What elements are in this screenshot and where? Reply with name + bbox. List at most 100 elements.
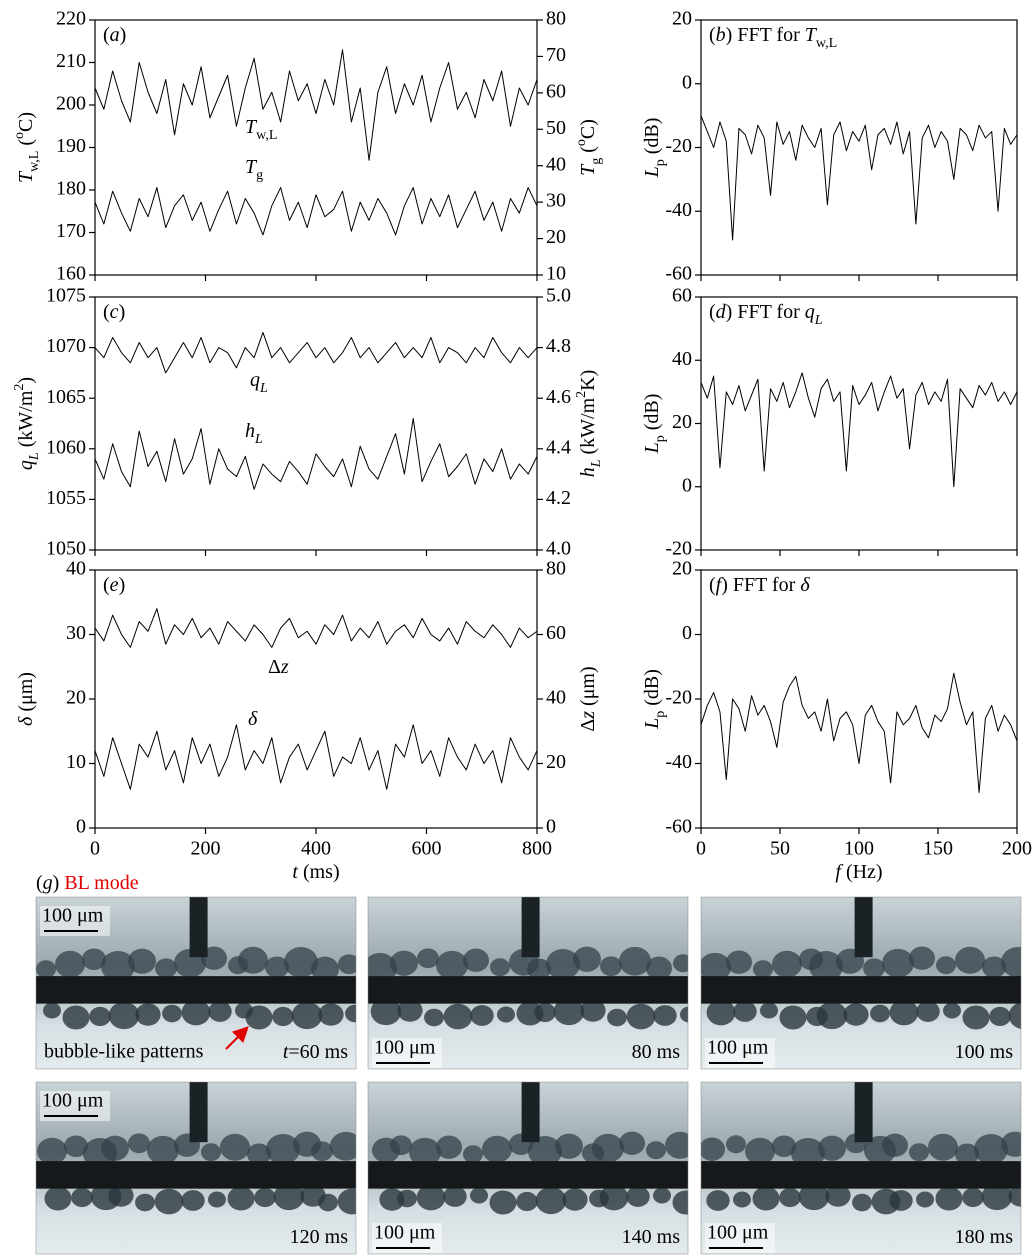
vapor-blob xyxy=(962,1005,990,1030)
y-axis-label: Tw,L (oC) xyxy=(12,112,42,183)
y2-tick-label: 80 xyxy=(546,8,566,30)
vapor-blob xyxy=(852,1193,872,1212)
x-tick-label: 50 xyxy=(770,838,790,860)
vapor-blob xyxy=(882,1133,908,1157)
vapor-blob xyxy=(726,950,752,974)
text-part: ) xyxy=(53,872,65,894)
text-part: ( xyxy=(103,24,110,46)
text-part: h xyxy=(245,420,255,442)
vapor-blob xyxy=(626,1186,650,1207)
vapor-blob xyxy=(463,948,489,972)
text-part: (Hz) xyxy=(841,861,883,883)
y2-tick-label: 80 xyxy=(546,558,566,580)
panel-title: (b) FFT for Tw,L xyxy=(709,24,837,51)
text-part: p xyxy=(653,711,668,718)
vapor-blob xyxy=(318,1193,338,1212)
scale-label: 100 μm xyxy=(707,1037,769,1059)
y2-tick-label: 5.0 xyxy=(546,285,571,307)
vapor-blob xyxy=(791,1137,825,1169)
vapor-blob xyxy=(238,946,268,974)
x-tick-label: 600 xyxy=(412,838,442,860)
text-part: L xyxy=(589,459,604,468)
x-axis-label: t (ms) xyxy=(292,861,339,883)
scale-label: 100 μm xyxy=(374,1037,436,1059)
series-line xyxy=(94,49,538,161)
text-part: p xyxy=(653,435,668,442)
vapor-blob xyxy=(482,1135,512,1163)
text-part: ( xyxy=(709,574,716,596)
panel-label: (g) BL mode xyxy=(36,872,139,894)
text-part: g xyxy=(256,168,263,183)
vapor-blob xyxy=(416,1184,446,1211)
vapor-blob xyxy=(245,1005,273,1030)
vapor-blob xyxy=(463,1145,483,1164)
vapor-blob xyxy=(101,1135,129,1161)
photo-content xyxy=(36,897,356,1069)
vapor-blob xyxy=(982,956,1006,979)
y2-axis-label: Tg (oC) xyxy=(574,119,604,176)
vapor-blob xyxy=(592,1133,624,1163)
text-part: ( xyxy=(709,301,716,323)
vapor-blob xyxy=(870,1004,890,1023)
vapor-blob xyxy=(733,1001,757,1022)
text-part: g xyxy=(589,158,604,165)
text-part: w,L xyxy=(27,151,42,172)
series-label: hL xyxy=(245,420,263,447)
thermocouple xyxy=(854,1082,873,1143)
vapor-blob xyxy=(443,1186,467,1207)
x-tick-label: 150 xyxy=(923,838,953,860)
thermocouple xyxy=(189,1082,208,1143)
vapor-blob xyxy=(318,1003,344,1026)
series-label: δ xyxy=(248,708,258,730)
vapor-blob xyxy=(490,958,510,977)
vapor-blob xyxy=(909,946,935,970)
y-tick-label: -60 xyxy=(665,816,692,838)
text-part: BL mode xyxy=(64,872,138,894)
vapor-blob xyxy=(936,956,956,975)
text-part: δ xyxy=(248,708,258,730)
time-label: t=60 ms xyxy=(283,1041,348,1063)
y-axis-label: Lp (dB) xyxy=(641,118,668,179)
photo-border xyxy=(367,1081,689,1255)
vapor-blob xyxy=(752,1186,780,1211)
text-part: ) xyxy=(120,24,127,46)
vapor-blob xyxy=(809,950,843,982)
text-part: L xyxy=(641,166,663,178)
vapor-blob xyxy=(265,956,289,979)
y-axis-label: Lp (dB) xyxy=(641,669,668,730)
vapor-blob xyxy=(772,950,802,978)
text-part: 2 xyxy=(12,384,27,391)
y-tick-label: 170 xyxy=(56,220,86,242)
vapor-blob xyxy=(181,999,211,1026)
text-part: (dB) xyxy=(641,118,663,160)
text-part: (μm) xyxy=(15,672,37,717)
y-tick-label: 1060 xyxy=(46,436,86,458)
panel-title: (d) FFT for qL xyxy=(709,301,823,328)
vapor-blob xyxy=(619,946,651,976)
vapor-blob xyxy=(818,1135,846,1161)
text-part: T xyxy=(15,170,37,183)
text-part: ( xyxy=(577,146,599,158)
vapor-blob xyxy=(108,1001,140,1030)
text-part: ) xyxy=(119,301,126,323)
y-tick-label: 0 xyxy=(76,816,86,838)
text-part: δ xyxy=(800,574,810,596)
photo: 100 μm 80 ms xyxy=(367,896,689,1070)
plot-frame xyxy=(94,569,538,829)
text-part: Δ xyxy=(268,656,281,678)
time-label: 140 ms xyxy=(622,1226,681,1248)
series-line xyxy=(700,672,1018,794)
vapor-blob xyxy=(889,999,919,1026)
vapor-blob xyxy=(607,1008,627,1027)
photo-border xyxy=(700,896,1022,1070)
y2-tick-label: 20 xyxy=(546,751,566,773)
vapor-blob xyxy=(516,1191,538,1212)
vapor-blob xyxy=(272,1006,294,1027)
y-tick-label: 0 xyxy=(682,622,692,644)
vapor-blob xyxy=(553,997,585,1026)
y-tick-label: 180 xyxy=(56,178,86,200)
photo: 100 μm t=60 ms bubble-like patterns xyxy=(35,896,357,1070)
time-label: 100 ms xyxy=(955,1041,1014,1063)
text-part: o xyxy=(12,132,27,139)
